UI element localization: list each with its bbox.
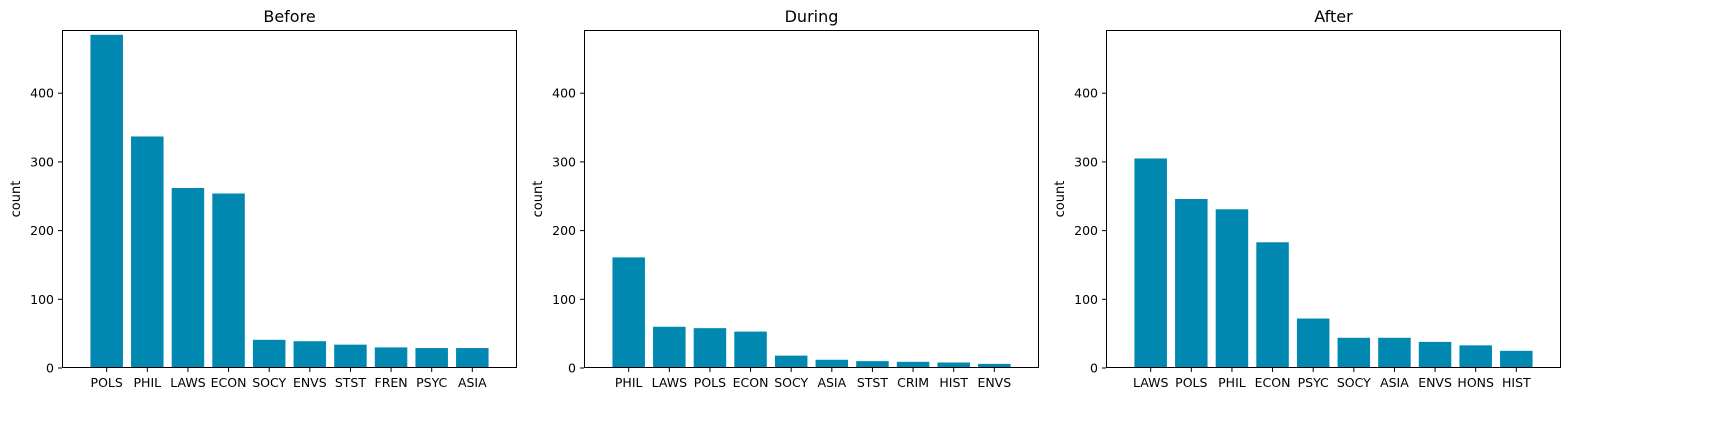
- bar-socy: [252, 339, 286, 368]
- y-tick-label: 400: [30, 86, 54, 101]
- y-axis-label: count: [1053, 181, 1068, 218]
- chart-panel-before: POLS PHIL LAWS ECON SOCY ENVS STST FREN PSYC ASIA…: [9, 7, 517, 390]
- axes-frame: [584, 30, 1039, 368]
- axes-frame: [1106, 30, 1561, 368]
- x-tick-label: PHIL: [134, 375, 162, 390]
- bar-asia: [1378, 337, 1411, 368]
- chart-title: During: [785, 7, 839, 26]
- y-tick-label: 300: [1074, 154, 1098, 169]
- y-tick-label: 0: [568, 361, 576, 376]
- bar-fren: [374, 347, 408, 368]
- bar-envs: [1418, 341, 1452, 368]
- x-tick-label: ASIA: [817, 375, 846, 390]
- axes-frame: [62, 30, 517, 368]
- bar-phil: [1215, 209, 1249, 368]
- x-tick-label: POLS: [91, 375, 123, 390]
- x-tick-label: FREN: [375, 375, 408, 390]
- x-tick-label: PHIL: [615, 375, 643, 390]
- x-tick-label: ENVS: [293, 375, 327, 390]
- bar-hist: [1500, 350, 1533, 368]
- x-tick-label: ASIA: [1380, 375, 1409, 390]
- y-tick-label: 200: [552, 223, 576, 238]
- x-tick-label: ENVS: [977, 375, 1011, 390]
- y-tick-label: 0: [1090, 361, 1098, 376]
- chart-title: Before: [263, 7, 315, 26]
- x-tick-label: PSYC: [416, 375, 447, 390]
- bar-pols: [693, 328, 727, 368]
- y-tick-label: 100: [30, 292, 54, 307]
- bar-hons: [1459, 345, 1492, 368]
- x-tick-label: STST: [857, 375, 889, 390]
- bar-econ: [734, 331, 767, 368]
- y-tick-label: 200: [1074, 223, 1098, 238]
- bar-stst: [856, 361, 889, 368]
- bar-laws: [653, 326, 686, 368]
- x-tick-label: LAWS: [1133, 375, 1168, 390]
- bar-psyc: [1296, 318, 1330, 368]
- x-tick-label: ECON: [1255, 375, 1291, 390]
- x-tick-label: SOCY: [774, 375, 808, 390]
- x-tick-label: POLS: [694, 375, 726, 390]
- bar-socy: [1337, 337, 1371, 368]
- bar-psyc: [415, 348, 448, 368]
- y-tick-label: 200: [30, 223, 54, 238]
- y-tick-label: 100: [552, 292, 576, 307]
- bar-econ: [1256, 242, 1289, 368]
- bar-stst: [334, 344, 367, 368]
- bar-laws: [1134, 158, 1167, 368]
- bar-socy: [774, 355, 808, 368]
- x-tick-label: POLS: [1175, 375, 1207, 390]
- bar-phil: [131, 136, 164, 368]
- y-tick-label: 100: [1074, 292, 1098, 307]
- chart-panel-after: LAWS POLS PHIL ECON PSYC SOCY ASIA ENVS HONS HIST…: [1053, 7, 1561, 390]
- x-tick-label: ECON: [733, 375, 769, 390]
- x-tick-label: HONS: [1457, 375, 1494, 390]
- bar-pols: [1175, 199, 1208, 368]
- y-axis-label: count: [531, 181, 546, 218]
- bar-asia: [815, 359, 849, 368]
- x-tick-label: HIST: [939, 375, 968, 390]
- bar-laws: [171, 188, 205, 368]
- x-tick-label: LAWS: [652, 375, 687, 390]
- y-tick-label: 400: [552, 86, 576, 101]
- x-tick-label: HIST: [1502, 375, 1531, 390]
- chart-panel-during: PHIL LAWS POLS ECON SOCY ASIA STST CRIM HIST ENVS…: [531, 7, 1039, 390]
- bar-crim: [896, 361, 930, 368]
- y-tick-label: 0: [46, 361, 54, 376]
- x-tick-label: ASIA: [458, 375, 487, 390]
- bar-envs: [978, 363, 1011, 368]
- x-tick-label: ENVS: [1418, 375, 1452, 390]
- x-tick-label: LAWS: [170, 375, 205, 390]
- x-tick-label: CRIM: [897, 375, 929, 390]
- y-axis-label: count: [9, 181, 24, 218]
- chart-title: After: [1314, 7, 1353, 26]
- x-tick-label: STST: [335, 375, 367, 390]
- y-tick-label: 300: [552, 154, 576, 169]
- bar-pols: [90, 34, 123, 369]
- bar-hist: [937, 362, 970, 368]
- x-tick-label: PHIL: [1218, 375, 1246, 390]
- y-tick-label: 300: [30, 154, 54, 169]
- bar-asia: [456, 348, 489, 368]
- x-tick-label: SOCY: [1337, 375, 1371, 390]
- x-tick-label: ECON: [211, 375, 247, 390]
- x-tick-label: SOCY: [252, 375, 286, 390]
- bar-envs: [293, 341, 327, 368]
- y-tick-label: 400: [1074, 86, 1098, 101]
- bar-econ: [212, 193, 245, 368]
- x-tick-label: PSYC: [1298, 375, 1329, 390]
- bar-phil: [612, 257, 645, 368]
